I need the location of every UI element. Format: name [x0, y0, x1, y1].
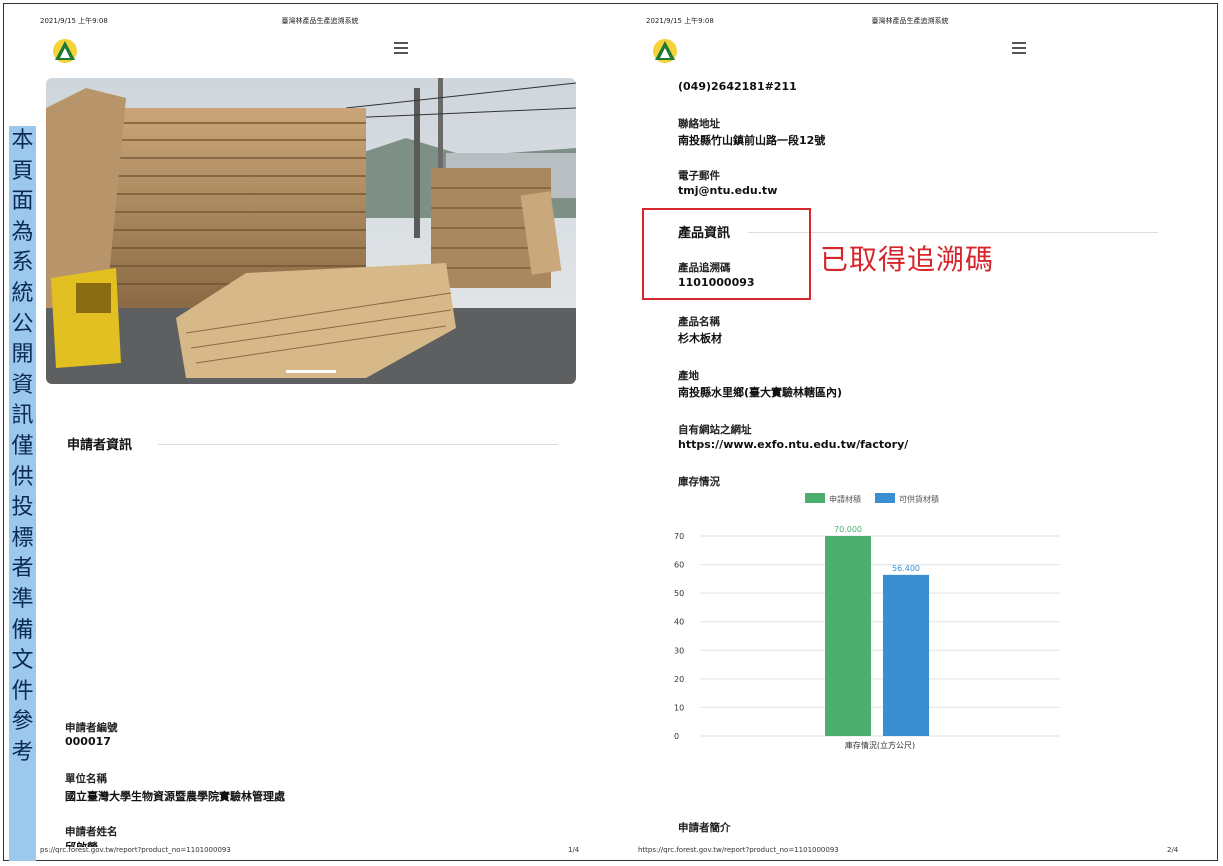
email-value: tmj@ntu.edu.tw	[678, 184, 778, 197]
applicant-section-title: 申請者資訊	[67, 438, 133, 453]
bar	[825, 536, 871, 736]
y-tick-label: 30	[674, 646, 684, 655]
vertical-note-char: 備	[11, 617, 34, 643]
vertical-note-char: 標	[11, 525, 34, 551]
vertical-note-char: 者	[11, 556, 34, 582]
website-label: 自有網站之網址	[678, 424, 752, 436]
product-section-title: 產品資訊	[678, 226, 731, 241]
section-rule	[748, 232, 1158, 233]
vertical-note-char: 文	[11, 648, 34, 674]
y-tick-label: 70	[674, 532, 684, 541]
legend-swatch	[875, 493, 895, 503]
address-value: 南投縣竹山鎮前山路一段12號	[678, 134, 826, 147]
website-value[interactable]: https://www.exfo.ntu.edu.tw/factory/	[678, 438, 909, 451]
bar	[883, 574, 929, 736]
footer-url: https://qrc.forest.gov.tw/report?product…	[638, 846, 839, 854]
chart-legend: 申請材積 可供貨材積	[805, 493, 939, 504]
section-rule	[158, 444, 558, 445]
vertical-note-char: 本	[11, 128, 34, 153]
x-category-label: 庫存情況(立方公尺)	[845, 740, 915, 750]
vertical-note-char: 面	[11, 189, 34, 215]
bar-value-label: 70.000	[834, 525, 862, 534]
footer-page: 1/4	[568, 846, 580, 854]
y-tick-label: 60	[674, 561, 684, 570]
trace-code-highlight-box	[642, 208, 811, 300]
vertical-note-char: 參	[11, 709, 34, 735]
header-title: 臺灣林產品生產追溯系統	[281, 17, 359, 25]
intro-text-lines	[678, 841, 1158, 843]
vertical-note-char: 統	[11, 280, 34, 306]
vertical-note-char: 僅	[11, 433, 34, 459]
trace-code-label: 產品追溯碼	[678, 262, 731, 274]
legend-swatch	[805, 493, 825, 503]
chart-bars: 70.000 56.400 庫存情況(立方公尺)	[825, 525, 929, 750]
origin-label: 產地	[678, 370, 699, 382]
stock-label: 庫存情況	[678, 476, 720, 488]
y-tick-label: 40	[674, 618, 684, 627]
applicant-id-value: 000017	[65, 735, 111, 748]
footer-page: 2/4	[1167, 846, 1179, 854]
vertical-note-char: 訊	[11, 403, 34, 429]
document-frame	[3, 3, 1218, 861]
applicant-name-value: 邱啟榮	[65, 839, 98, 847]
forest-logo-icon	[653, 39, 677, 63]
legend-label: 申請材積	[829, 494, 861, 504]
chart-grid: 0 10 20 30 40 50 60 70	[674, 532, 1060, 741]
applicant-name-label: 申請者姓名	[65, 826, 118, 838]
intro-text-fragment	[678, 837, 1158, 843]
vertical-note-char: 為	[11, 219, 34, 245]
legend-label: 可供貨材積	[899, 494, 939, 504]
menu-icon[interactable]	[1012, 42, 1026, 54]
trace-code-value: 1101000093	[678, 276, 755, 289]
email-label: 電子郵件	[678, 170, 720, 182]
footer-url: ps://qrc.forest.gov.tw/report?product_no…	[40, 846, 231, 854]
vertical-note-char: 投	[11, 495, 34, 521]
applicant-id-label: 申請者編號	[65, 722, 118, 734]
y-tick-label: 20	[674, 675, 684, 684]
right-page: 2021/9/15 上午9:08 臺灣林產品生產追溯系統 (049)264218…	[638, 8, 1180, 858]
vertical-note-char: 件	[11, 678, 34, 704]
vertical-note-char: 公	[11, 311, 34, 337]
origin-value: 南投縣水里鄉(臺大實驗林轄區內)	[678, 386, 843, 399]
vertical-note-char: 考	[11, 739, 34, 765]
unit-name-label: 單位名稱	[65, 773, 107, 785]
address-label: 聯絡地址	[678, 118, 720, 130]
header-date: 2021/9/15 上午9:08	[646, 17, 714, 25]
y-tick-label: 10	[674, 703, 684, 712]
product-name-value: 杉木板材	[678, 332, 722, 345]
y-tick-label: 0	[674, 732, 679, 741]
menu-icon[interactable]	[394, 42, 408, 54]
forest-logo-icon	[53, 39, 77, 63]
header-title: 臺灣林產品生產追溯系統	[871, 17, 949, 25]
phone-value: (049)2642181#211	[678, 80, 797, 93]
vertical-note-char: 供	[11, 464, 34, 490]
lumber-yard-photo	[46, 78, 576, 384]
vertical-note-char: 頁	[11, 158, 34, 184]
vertical-note-char: 系	[11, 250, 34, 276]
vertical-note-char: 準	[11, 586, 34, 612]
header-date: 2021/9/15 上午9:08	[40, 17, 108, 25]
vertical-note-char: 資	[11, 372, 34, 398]
bar-value-label: 56.400	[892, 564, 920, 573]
vertical-note-char: 開	[11, 342, 34, 368]
annotation-text: 已取得追溯碼	[820, 243, 995, 276]
unit-name-value: 國立臺灣大學生物資源暨農學院實驗林管理處	[65, 790, 285, 803]
y-tick-label: 50	[674, 589, 684, 598]
product-name-label: 產品名稱	[678, 316, 720, 328]
stock-chart: 申請材積 可供貨材積 0 10 20 30 40 50 60 70 70.000 56.400 庫存…	[674, 493, 1060, 750]
intro-label: 申請者簡介	[678, 822, 731, 834]
vertical-note: 本頁面為系統公開資訊僅供投標者準備文件參考	[9, 126, 36, 861]
left-page: 2021/9/15 上午9:08 臺灣林產品生產追溯系統	[40, 8, 600, 858]
